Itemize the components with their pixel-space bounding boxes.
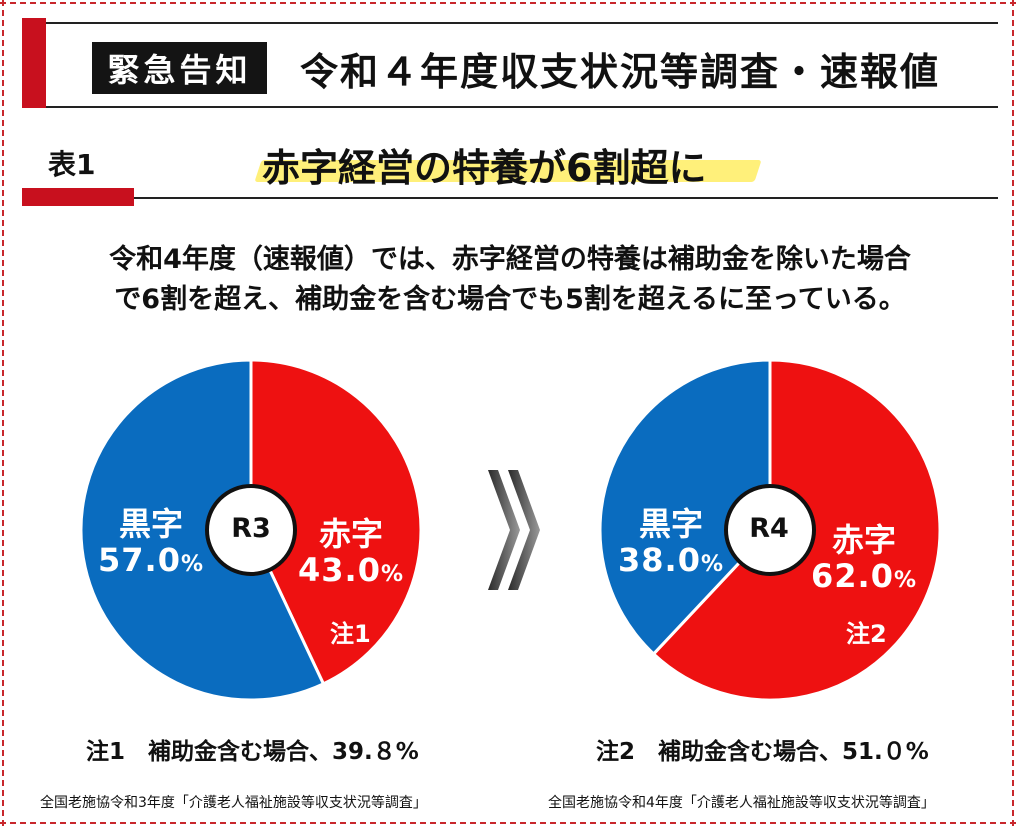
header-bottom-rule: [46, 106, 998, 108]
section-title: 赤字経営の特養が6割超に: [262, 145, 707, 190]
description-line-1: 令和4年度（速報値）では、赤字経営の特養は補助金を除いた場合: [109, 244, 911, 275]
table-number-label: 表1: [48, 148, 96, 181]
r4-center-circle: [724, 484, 816, 576]
r4-black-label: 黒字 38.0%: [614, 506, 728, 583]
frame-left-border: [2, 0, 4, 826]
r3-red-label: 赤字 43.0%: [296, 516, 406, 593]
r3-slice-red: [249, 358, 423, 686]
r4-slice-black: [598, 358, 772, 657]
frame-right-border: [1012, 0, 1014, 826]
r3-source: 全国老施協令和3年度「介護老人福祉施設等収支状況等調査」: [40, 795, 427, 811]
r4-red-name: 赤字: [831, 521, 896, 559]
description: 令和4年度（速報値）では、赤字経営の特養は補助金を除いた場合 で6割を超え、補助…: [40, 240, 980, 320]
r3-red-name: 赤字: [318, 515, 383, 553]
r4-note-tag: 注2: [846, 620, 887, 648]
r3-black-label: 黒字 57.0%: [96, 506, 206, 583]
r3-center-circle: [205, 484, 297, 576]
urgent-notice-badge: 緊急告知: [92, 42, 267, 94]
section-rule: [134, 197, 998, 199]
r4-black-name: 黒字: [638, 505, 703, 543]
description-line-2: で6割を超え、補助金を含む場合でも5割を超えるに至っている。: [114, 284, 906, 315]
r3-note-tag: 注1: [330, 620, 371, 648]
r4-note: 注2 補助金含む場合、51.０%: [596, 739, 929, 765]
frame-top-border: [0, 2, 1016, 4]
header-accent-bar: [22, 18, 46, 108]
r3-red-value: 43.0%: [298, 551, 404, 589]
r4-red-value: 62.0%: [811, 557, 917, 595]
page-title: 令和４年度収支状況等調査・速報値: [300, 49, 941, 94]
double-chevron-right-icon: [488, 470, 540, 590]
r3-slice-black: [79, 358, 326, 702]
r4-red-label: 赤字 62.0%: [808, 522, 920, 599]
pie-chart-r4: [598, 358, 942, 702]
r3-note: 注1 補助金含む場合、39.８%: [86, 739, 419, 765]
r4-source: 全国老施協令和4年度「介護老人福祉施設等収支状況等調査」: [548, 795, 935, 811]
r4-black-value: 38.0%: [618, 541, 724, 579]
r3-black-name: 黒字: [118, 505, 183, 543]
r4-center-label: R4: [749, 513, 789, 544]
header-top-rule: [46, 22, 998, 24]
section-accent-bar: [22, 188, 134, 206]
r3-black-value: 57.0%: [98, 541, 204, 579]
r3-center-label: R3: [231, 513, 271, 544]
pie-chart-r3: [79, 358, 423, 702]
frame-bottom-border: [0, 822, 1016, 824]
